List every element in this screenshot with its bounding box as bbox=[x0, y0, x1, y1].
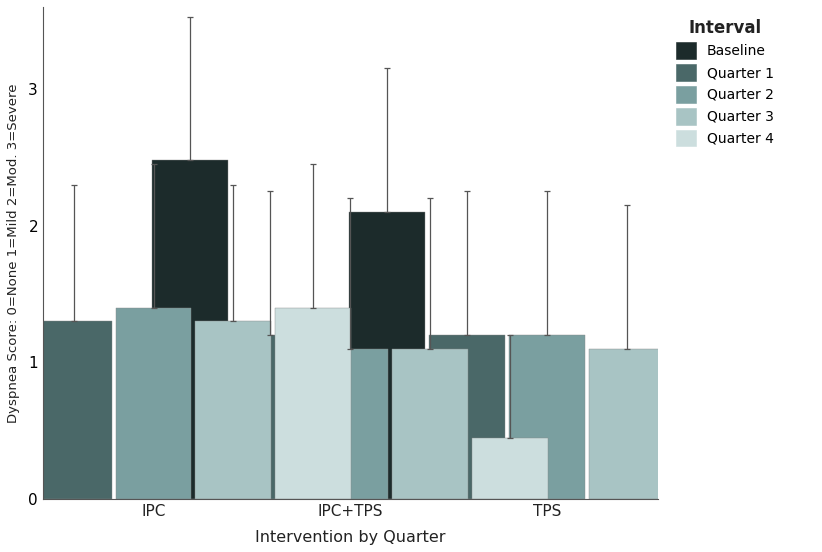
Bar bbox=[0, 187, 32, 499]
Bar bbox=[275, 307, 351, 499]
Bar bbox=[392, 349, 468, 499]
Bar bbox=[152, 160, 229, 499]
Bar bbox=[35, 321, 112, 499]
Bar bbox=[349, 212, 425, 499]
X-axis label: Intervention by Quarter: Intervention by Quarter bbox=[255, 530, 446, 545]
Legend: Baseline, Quarter 1, Quarter 2, Quarter 3, Quarter 4: Baseline, Quarter 1, Quarter 2, Quarter … bbox=[671, 14, 779, 152]
Bar bbox=[669, 335, 745, 499]
Bar bbox=[472, 438, 548, 499]
Bar bbox=[312, 349, 388, 499]
Bar bbox=[429, 335, 505, 499]
Bar bbox=[509, 335, 585, 499]
Bar bbox=[196, 321, 271, 499]
Bar bbox=[233, 335, 308, 499]
Bar bbox=[116, 307, 192, 499]
Bar bbox=[589, 349, 665, 499]
Y-axis label: Dyspnea Score: 0=None 1=Mild 2=Mod. 3=Severe: Dyspnea Score: 0=None 1=Mild 2=Mod. 3=Se… bbox=[7, 83, 20, 423]
